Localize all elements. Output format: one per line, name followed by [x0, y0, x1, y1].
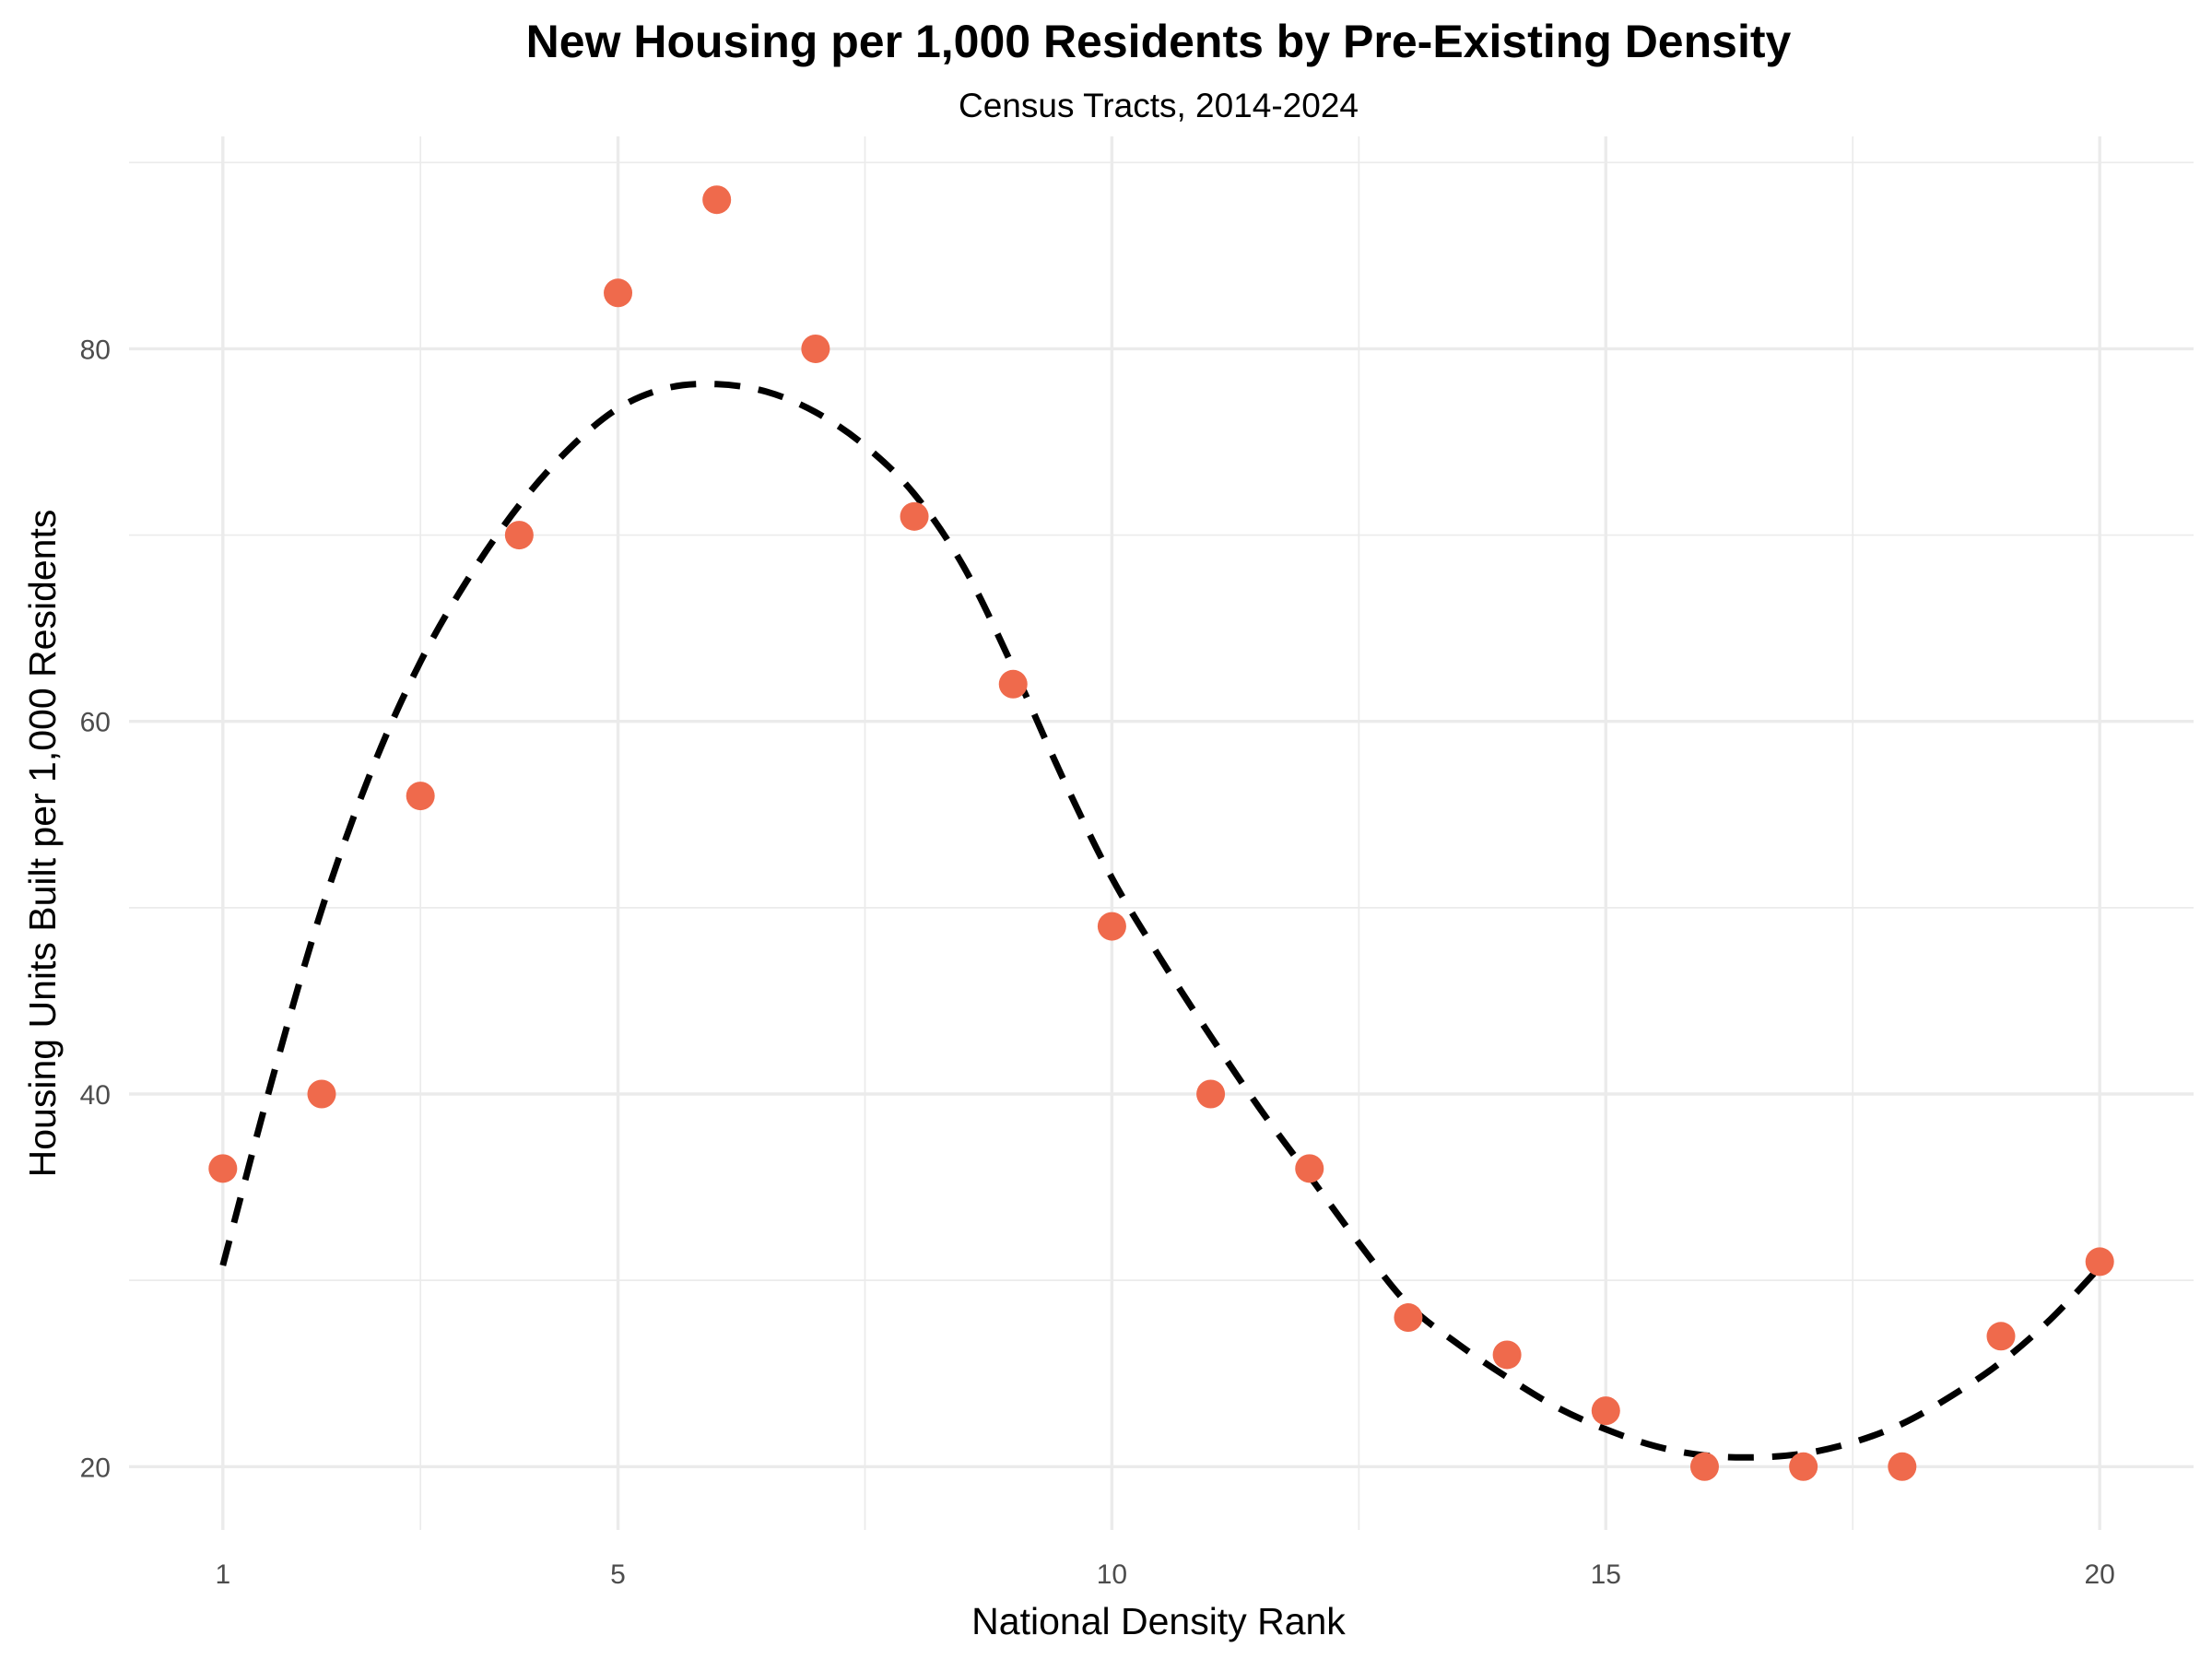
data-point [2085, 1247, 2114, 1277]
data-point [1097, 912, 1126, 941]
data-point [1295, 1154, 1324, 1183]
data-point [1492, 1340, 1522, 1370]
data-point [1789, 1452, 1818, 1481]
x-tick-label: 15 [1591, 1559, 1621, 1590]
data-point [1689, 1452, 1719, 1481]
chart-title: New Housing per 1,000 Residents by Pre-E… [526, 16, 1792, 67]
x-axis-ticks: 1 5 10 15 20 [215, 1559, 2114, 1590]
y-tick-label: 80 [80, 335, 111, 365]
data-point [702, 185, 732, 215]
y-axis-title: Housing Units Built per 1,000 Residents [21, 510, 64, 1178]
data-point [1591, 1396, 1620, 1426]
data-point [406, 782, 435, 811]
data-point [900, 501, 929, 531]
gridlines [129, 136, 2194, 1530]
x-tick-label: 5 [610, 1559, 626, 1590]
data-points [208, 185, 2114, 1481]
x-tick-label: 20 [2084, 1559, 2114, 1590]
y-axis-ticks: 20 40 60 80 [80, 335, 111, 1483]
x-axis-title: National Density Rank [971, 1600, 1346, 1642]
data-point [1986, 1322, 2016, 1351]
y-tick-label: 40 [80, 1080, 111, 1111]
data-point [604, 278, 633, 308]
y-tick-label: 60 [80, 708, 111, 738]
data-point [504, 521, 534, 550]
x-tick-label: 10 [1097, 1559, 1127, 1590]
y-tick-label: 20 [80, 1453, 111, 1483]
trend-line [219, 381, 2102, 1461]
data-point [1394, 1303, 1423, 1333]
data-point [1888, 1452, 1917, 1481]
data-point [307, 1079, 336, 1109]
x-tick-label: 1 [215, 1559, 230, 1590]
data-point [998, 669, 1028, 699]
chart-subtitle: Census Tracts, 2014-2024 [959, 87, 1359, 124]
data-point [208, 1154, 238, 1183]
data-point [801, 334, 830, 363]
data-point [1196, 1079, 1226, 1109]
